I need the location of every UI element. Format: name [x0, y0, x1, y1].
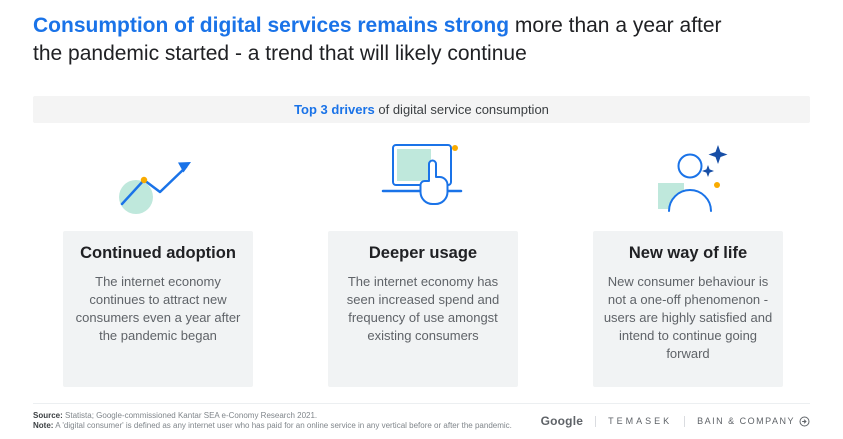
note-label: Note: [33, 421, 54, 430]
footnotes: Source: Statista; Google-commissioned Ka… [33, 411, 512, 431]
driver-column-new-way-of-life: New way of life New consumer behaviour i… [593, 139, 783, 387]
person-sparkle-icon [642, 139, 734, 231]
note-text: A 'digital consumer' is defined as any i… [53, 421, 512, 430]
laptop-click-icon [371, 139, 475, 231]
logo-divider [684, 415, 686, 427]
driver-card: New way of life New consumer behaviour i… [593, 231, 783, 387]
driver-column-continued-adoption: Continued adoption The internet economy … [63, 139, 253, 387]
note-line: Note: A 'digital consumer' is defined as… [33, 421, 512, 431]
brand-logos: Google TEMASEK BAIN & COMPANY [541, 414, 810, 428]
source-text: Statista; Google-commissioned Kantar SEA… [62, 411, 318, 420]
bain-logo-text: BAIN & COMPANY [697, 416, 795, 426]
driver-column-deeper-usage: Deeper usage The internet economy has se… [328, 139, 518, 387]
driver-title: New way of life [628, 244, 748, 262]
logo-divider [595, 415, 597, 427]
driver-body: The internet economy continues to attrac… [75, 274, 241, 343]
driver-body: New consumer behaviour is not a one-off … [603, 274, 773, 361]
driver-title: Continued adoption [80, 244, 236, 262]
driver-title: Deeper usage [368, 244, 478, 262]
drivers-row: Continued adoption The internet economy … [0, 139, 843, 387]
footer: Source: Statista; Google-commissioned Ka… [33, 403, 810, 431]
driver-card: Deeper usage The internet economy has se… [328, 231, 518, 387]
driver-body: The internet economy has seen increased … [346, 274, 500, 343]
driver-card: Continued adoption The internet economy … [63, 231, 253, 387]
source-label: Source: [33, 411, 63, 420]
google-logo: Google [540, 414, 584, 428]
page-title: Consumption of digital services remains … [33, 12, 723, 68]
bain-circle-arrow-icon [799, 416, 810, 426]
bain-logo: BAIN & COMPANY [697, 416, 810, 427]
trend-up-icon [110, 139, 206, 231]
title-rest: more than a year after the pandemic star… [33, 14, 722, 65]
drivers-banner: Top 3 drivers of digital service consump… [33, 96, 810, 123]
source-line: Source: Statista; Google-commissioned Ka… [33, 411, 512, 421]
temasek-logo: TEMASEK [608, 416, 673, 426]
title-highlight: Consumption of digital services remains … [33, 14, 510, 37]
banner-highlight: Top 3 drivers [294, 102, 375, 117]
banner-rest: of digital service consumption [374, 102, 549, 117]
